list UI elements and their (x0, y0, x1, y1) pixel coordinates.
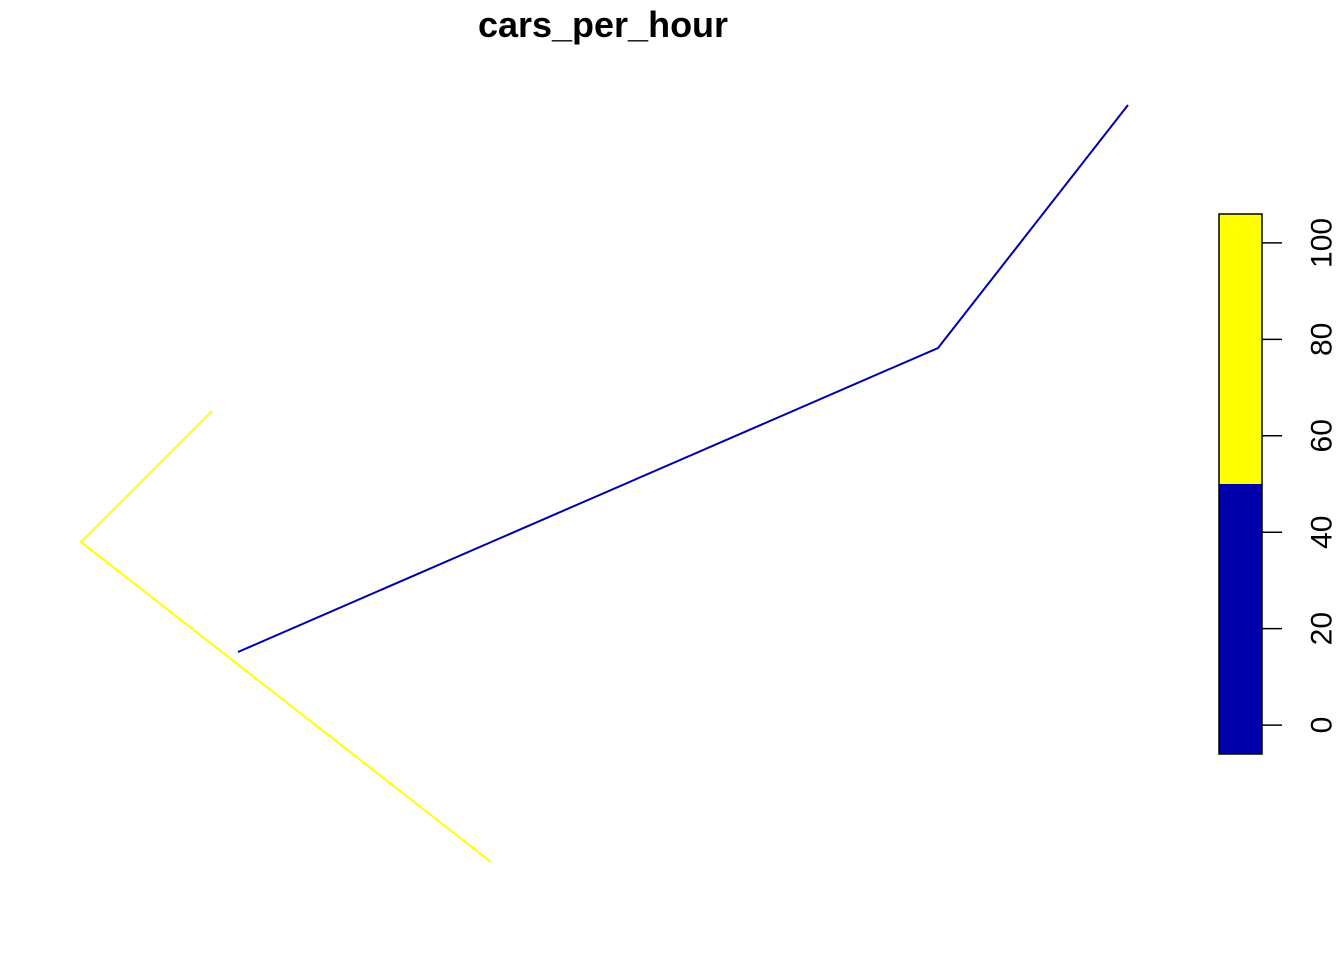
color-legend: 0 20 40 60 80 100 (1219, 214, 1339, 754)
legend-tick-label: 20 (1306, 612, 1339, 645)
series-line-2 (81, 411, 491, 862)
legend-tick-label: 80 (1306, 323, 1339, 356)
series-line-1 (238, 105, 1128, 652)
legend-tick-label: 100 (1306, 218, 1339, 268)
legend-tick-label: 0 (1306, 717, 1339, 734)
chart-title: cars_per_hour (478, 4, 728, 45)
legend-bin-2 (1219, 214, 1262, 484)
plot-area (81, 105, 1128, 862)
legend-tick-label: 60 (1306, 419, 1339, 452)
legend-tick-label: 40 (1306, 516, 1339, 549)
legend-bin-1 (1219, 484, 1262, 754)
